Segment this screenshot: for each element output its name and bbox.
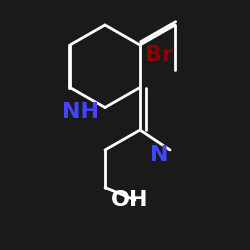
Text: NH: NH bbox=[62, 102, 98, 122]
Text: N: N bbox=[150, 145, 169, 165]
Text: Br: Br bbox=[145, 45, 173, 65]
Text: OH: OH bbox=[111, 190, 149, 210]
